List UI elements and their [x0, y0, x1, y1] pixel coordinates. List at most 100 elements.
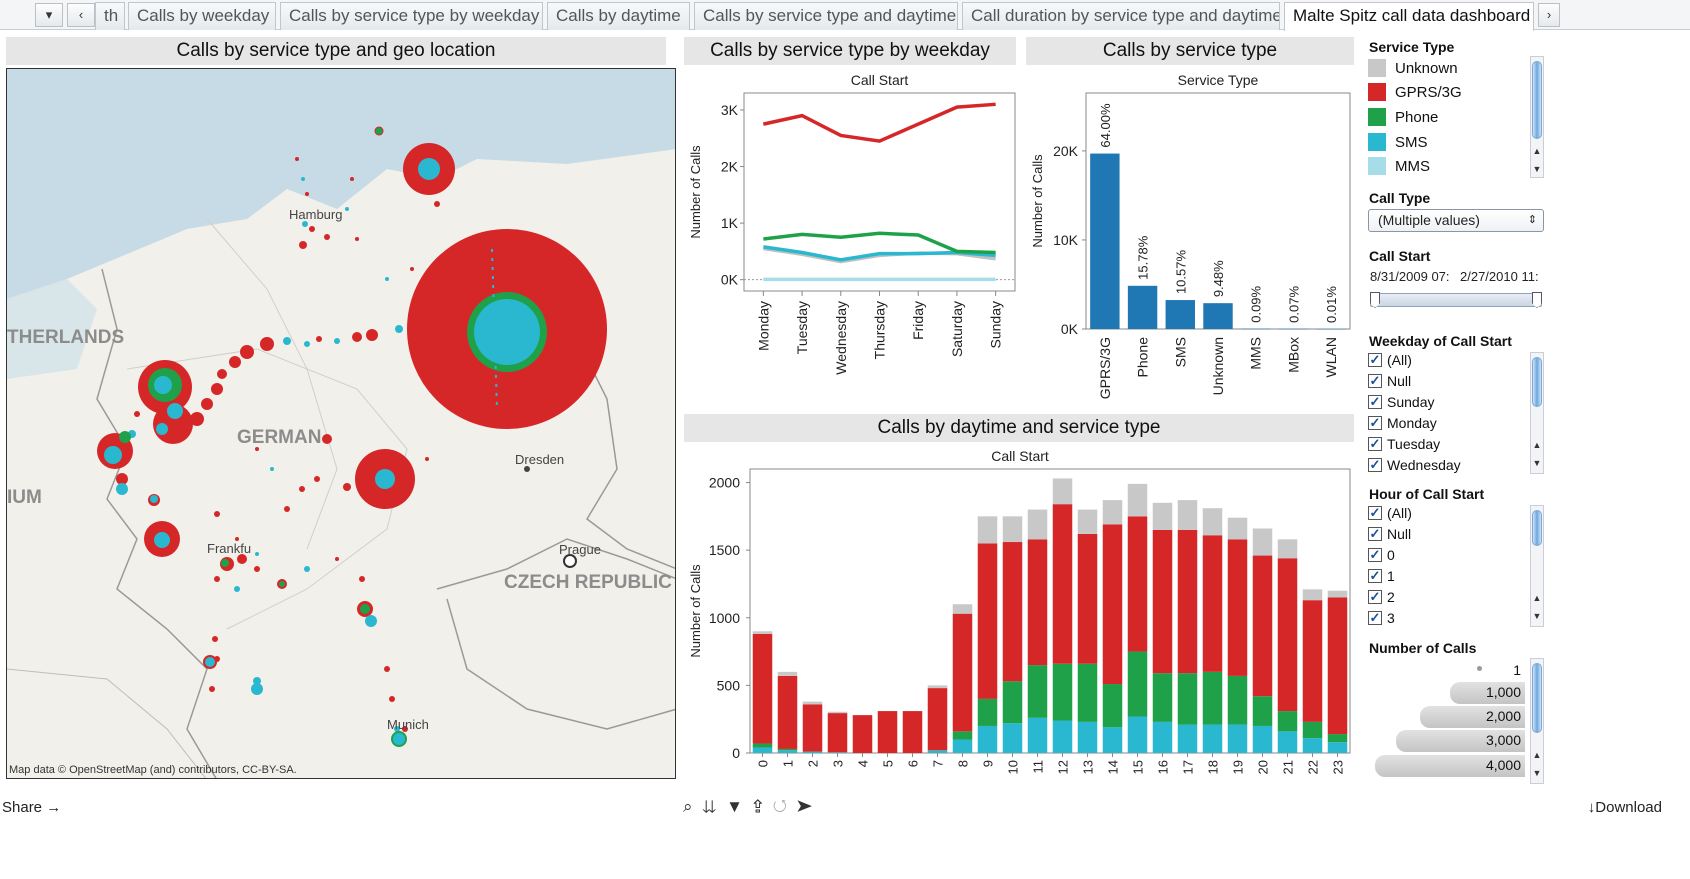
bar-segment-phone — [977, 698, 998, 726]
label-netherlands: THERLANDS — [7, 327, 125, 348]
bubble-leipzig[interactable] — [355, 449, 415, 509]
sort-icon[interactable]: ⇊ — [702, 797, 727, 816]
bar — [1241, 328, 1271, 330]
checkbox-icon[interactable]: ✓ — [1368, 415, 1382, 430]
scrollbar-thumb[interactable] — [1532, 357, 1542, 407]
x-tick-label: 2 — [806, 760, 821, 767]
size-legend-row[interactable]: 3,000 — [1396, 730, 1525, 752]
bubble-berlin[interactable] — [407, 229, 607, 429]
tab-partial[interactable]: th — [95, 2, 125, 30]
undo-icon[interactable]: ↺ — [772, 797, 797, 816]
bar-segment-unknown — [1202, 508, 1223, 536]
size-legend-bar — [1396, 730, 1525, 752]
weekday-scrollbar[interactable]: ▲ ▼ — [1530, 352, 1544, 474]
tab-malte-spitz-dashboard[interactable]: Malte Spitz call data dashboard — [1284, 2, 1534, 31]
x-tick-label: Unknown — [1210, 337, 1226, 395]
scrollbar-thumb[interactable] — [1532, 510, 1542, 546]
slider-handle-left[interactable] — [1370, 292, 1380, 308]
x-tick-label: 22 — [1306, 760, 1321, 774]
scroll-up-icon[interactable]: ▲ — [1532, 593, 1542, 603]
service-type-bar-chart[interactable]: Service Type 0K 10K 20K Number of Calls 64.00… — [1026, 68, 1356, 408]
bar-segment-gprs-3g — [927, 688, 948, 751]
scroll-up-icon[interactable]: ▲ — [1532, 750, 1542, 760]
bar-segment-gprs-3g — [1052, 504, 1073, 664]
call-start-from: 8/31/2009 07: — [1370, 269, 1450, 284]
bubble-rostock[interactable] — [403, 143, 455, 195]
size-legend-row[interactable]: 4,000 — [1375, 755, 1525, 777]
tab-calls-by-daytime[interactable]: Calls by daytime — [547, 2, 690, 30]
checkbox-icon[interactable]: ✓ — [1368, 589, 1382, 604]
bar-segment-phone — [752, 743, 773, 748]
scrollbar-thumb[interactable] — [1532, 663, 1542, 733]
x-tick-label: 8 — [956, 760, 971, 767]
weekday-line-chart[interactable]: Call Start 0K 1K 2K 3K Number of Calls Monday T… — [684, 68, 1020, 408]
bar — [1165, 300, 1195, 329]
x-tick-label: Thursday — [872, 301, 888, 359]
filter-icon[interactable]: ▼ — [726, 797, 753, 816]
bar-segment-sms — [827, 752, 848, 753]
checkbox-icon[interactable]: ✓ — [1368, 526, 1382, 541]
num-calls-scrollbar[interactable]: ▲ ▼ — [1530, 658, 1544, 784]
scrollbar-thumb[interactable] — [1532, 61, 1542, 139]
checkbox-icon[interactable]: ✓ — [1368, 457, 1382, 472]
bar-segment-unknown — [1052, 478, 1073, 505]
size-legend-bar — [1420, 706, 1525, 728]
border-southwest — [7, 668, 207, 778]
download-button[interactable]: ↓Download — [1588, 799, 1662, 816]
slider-handle-right[interactable] — [1532, 292, 1542, 308]
chevron-right-icon[interactable]: › — [1538, 3, 1560, 27]
bubble-ruhr[interactable] — [138, 360, 193, 444]
scroll-down-icon[interactable]: ▼ — [1532, 611, 1542, 621]
scroll-down-icon[interactable]: ▼ — [1532, 458, 1542, 468]
download-icon: ↓ — [1587, 799, 1596, 816]
bar-segment-gprs-3g — [1027, 539, 1048, 666]
checkbox-icon[interactable]: ✓ — [1368, 505, 1382, 520]
tab-calls-by-weekday[interactable]: Calls by weekday — [128, 2, 276, 30]
size-legend-row[interactable]: 1 — [1477, 660, 1525, 680]
geo-map[interactable]: THERLANDS IUM GERMAN CZECH REPUBLIC Hamb… — [6, 68, 676, 779]
bubble-cologne[interactable] — [97, 431, 133, 469]
checkbox-icon[interactable]: ✓ — [1368, 610, 1382, 625]
scroll-down-icon[interactable]: ▼ — [1532, 164, 1542, 174]
legend-scrollbar[interactable]: ▲ ▼ — [1530, 56, 1544, 178]
checkbox-icon[interactable]: ✓ — [1368, 568, 1382, 583]
bar-segment-phone — [1077, 663, 1098, 722]
export-icon[interactable]: ⇪ — [752, 797, 773, 816]
call-type-select[interactable]: (Multiple values) ⇕ — [1368, 209, 1544, 232]
scroll-up-icon[interactable]: ▲ — [1532, 440, 1542, 450]
share-button[interactable]: Share → — [2, 799, 61, 816]
size-legend-row[interactable]: 1,000 — [1450, 682, 1525, 704]
x-tick-label: SMS — [1172, 337, 1188, 367]
label-belgium: IUM — [7, 487, 42, 508]
call-start-range-slider[interactable] — [1370, 292, 1542, 308]
scroll-down-icon[interactable]: ▼ — [1532, 768, 1542, 778]
checkbox-icon[interactable]: ✓ — [1368, 394, 1382, 409]
bar-segment-sms — [1202, 724, 1223, 753]
checkbox-icon[interactable]: ✓ — [1368, 352, 1382, 367]
tab-call-duration[interactable]: Call duration by service type and daytim… — [962, 2, 1280, 30]
data-label: 10.57% — [1173, 250, 1188, 295]
search-table-icon[interactable]: ⌕ — [683, 797, 703, 816]
bar-segment-unknown — [1102, 500, 1123, 525]
chevron-down-icon[interactable]: ▾ — [35, 3, 63, 27]
scroll-up-icon[interactable]: ▲ — [1532, 146, 1542, 156]
y-tick-label: 500 — [717, 677, 741, 693]
checkbox-icon[interactable]: ✓ — [1368, 547, 1382, 562]
chevron-left-icon[interactable]: ‹ — [67, 3, 95, 27]
checkbox-icon[interactable]: ✓ — [1368, 436, 1382, 451]
size-legend-row[interactable]: 2,000 — [1420, 706, 1525, 728]
bar-segment-unknown — [1252, 528, 1273, 556]
bar — [1090, 153, 1120, 329]
x-tick-label: 1 — [781, 760, 796, 767]
x-tick-label: 18 — [1206, 760, 1221, 774]
data-label: 9.48% — [1211, 260, 1226, 297]
tab-calls-by-service-type-and-daytime[interactable]: Calls by service type and daytime — [694, 2, 958, 30]
tab-calls-by-service-type-by-weekday[interactable]: Calls by service type by weekday — [280, 2, 543, 30]
pointer-icon[interactable]: ➤ — [796, 797, 823, 816]
bubble-bonn[interactable] — [144, 521, 180, 557]
daytime-stacked-bar-chart[interactable]: Call Start 0 500 1000 1500 2000 Number of Call… — [684, 444, 1356, 784]
hour-scrollbar[interactable]: ▲ ▼ — [1530, 505, 1544, 627]
map-attribution: Map data © OpenStreetMap (and) contribut… — [9, 764, 297, 776]
weekday-filter-title: Weekday of Call Start — [1369, 333, 1512, 349]
checkbox-icon[interactable]: ✓ — [1368, 373, 1382, 388]
